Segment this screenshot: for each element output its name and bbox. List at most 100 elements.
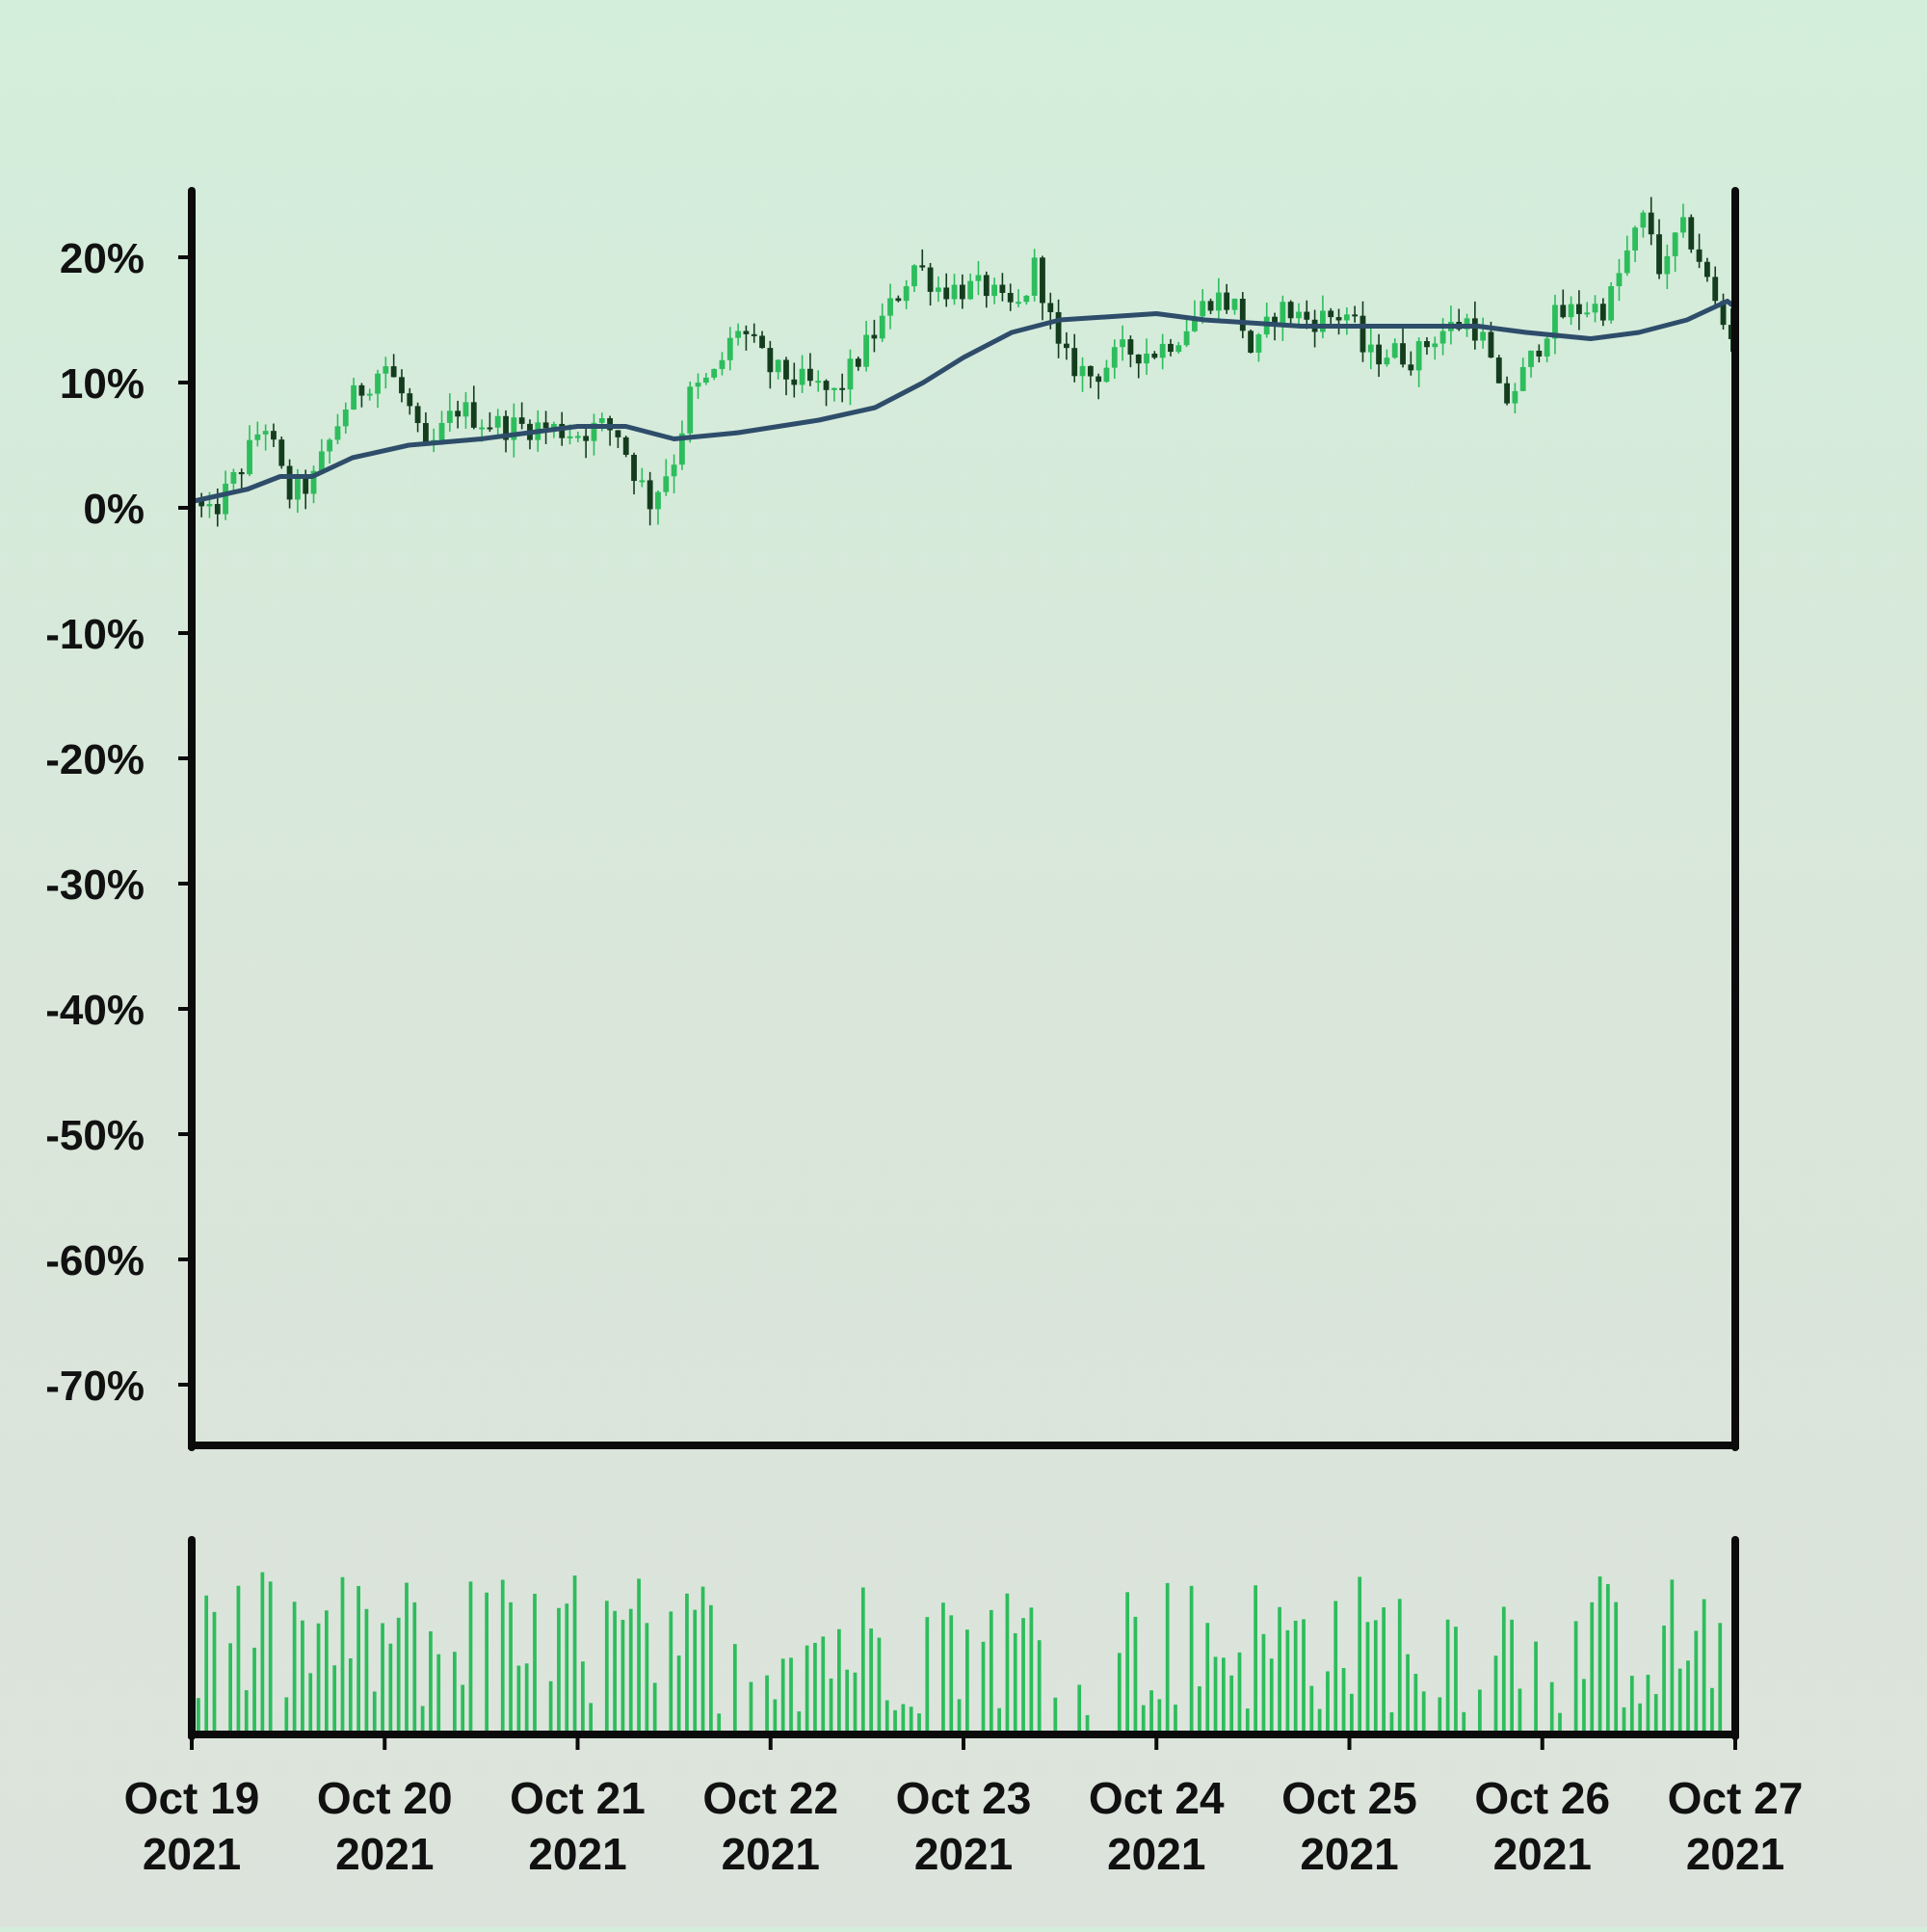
- candle-body: [1672, 232, 1678, 256]
- candle-body: [735, 331, 742, 338]
- volume-bar: [1406, 1654, 1410, 1734]
- volume-bar: [1549, 1681, 1554, 1734]
- candle-body: [1352, 314, 1359, 317]
- candle-body: [1575, 304, 1582, 314]
- x-tick-label: Oct 19 2021: [124, 1773, 260, 1879]
- volume-bar: [604, 1601, 609, 1734]
- candle-body: [327, 439, 333, 452]
- candle-body: [783, 359, 789, 380]
- volume-bar: [917, 1713, 921, 1734]
- candle-body: [1728, 325, 1734, 339]
- candle-body: [278, 439, 285, 466]
- y-tick-label: -10%: [45, 611, 145, 658]
- volume-bar: [348, 1658, 353, 1734]
- candle-body: [1304, 311, 1310, 320]
- volume-bar: [1597, 1576, 1602, 1734]
- candle-body: [1007, 292, 1014, 303]
- candle-body: [1272, 316, 1278, 325]
- candle-body: [1111, 347, 1118, 368]
- candle-body: [815, 381, 822, 384]
- volume-bar: [837, 1628, 841, 1734]
- volume-bar: [732, 1644, 737, 1734]
- volume-bar: [1117, 1653, 1122, 1734]
- volume-bar: [381, 1623, 384, 1734]
- candle-body: [1023, 295, 1030, 303]
- candle-body: [1688, 217, 1695, 250]
- volume-bar: [1454, 1627, 1458, 1734]
- volume-bar: [356, 1585, 360, 1734]
- volume-bar: [1638, 1703, 1642, 1734]
- volume-bar: [676, 1655, 681, 1734]
- volume-bar: [1365, 1622, 1370, 1734]
- candle-body: [895, 298, 902, 302]
- candle-body: [1432, 343, 1439, 348]
- moving-average-series: [189, 299, 1738, 504]
- candle-body: [975, 275, 982, 281]
- volume-bar: [1254, 1585, 1257, 1734]
- candle-body: [1103, 367, 1110, 383]
- candle-body: [462, 402, 469, 417]
- candle-body: [839, 387, 846, 390]
- candle-body: [1055, 311, 1062, 344]
- candle-body: [687, 386, 694, 434]
- volume-bar: [717, 1713, 722, 1734]
- volume-bar: [1285, 1629, 1290, 1734]
- volume-bar: [1438, 1697, 1442, 1734]
- y-tick-label: -60%: [45, 1237, 145, 1284]
- volume-bar: [1558, 1712, 1562, 1734]
- volume-bar: [1710, 1687, 1714, 1734]
- candle-body: [678, 433, 685, 465]
- candle-body: [767, 348, 774, 373]
- candle-body: [1095, 376, 1102, 383]
- candle-body: [1488, 331, 1494, 358]
- candle-body: [262, 431, 269, 435]
- candle-body: [214, 504, 221, 515]
- volume-bar: [1326, 1671, 1330, 1734]
- candle-body: [518, 417, 525, 424]
- volume-bar: [260, 1572, 265, 1734]
- volume-bar: [1413, 1674, 1418, 1734]
- volume-bar: [1341, 1668, 1346, 1734]
- candle-body: [294, 477, 301, 500]
- volume-bar: [533, 1593, 537, 1734]
- volume-bar: [1141, 1705, 1146, 1734]
- candle-body: [1144, 353, 1149, 364]
- candle-body: [1584, 312, 1591, 315]
- candle-body: [198, 498, 205, 507]
- candle-body: [1215, 292, 1222, 311]
- volume-bar: [845, 1669, 850, 1734]
- volume-bar: [860, 1587, 865, 1734]
- candle-body: [806, 368, 813, 382]
- candle-body: [1151, 353, 1158, 358]
- volume-bar: [308, 1673, 313, 1734]
- volume-bar: [244, 1690, 249, 1734]
- volume-bar: [301, 1620, 304, 1734]
- candle-body: [1280, 302, 1286, 325]
- candle-body: [271, 431, 277, 440]
- volume-bar: [1622, 1707, 1626, 1734]
- volume-bar: [1493, 1655, 1498, 1734]
- volume-bar: [1157, 1699, 1162, 1734]
- y-tick-label: 20%: [60, 235, 145, 282]
- candle-body: [1376, 344, 1383, 365]
- volume-bar: [316, 1623, 321, 1734]
- candle-body: [1063, 343, 1069, 349]
- volume-bar: [821, 1636, 826, 1734]
- candle-body: [791, 379, 798, 385]
- candle-body: [1040, 257, 1045, 304]
- candle-body: [399, 377, 405, 394]
- candle-body: [1367, 344, 1374, 353]
- volume-bar: [1518, 1688, 1522, 1734]
- candle-body: [1599, 304, 1606, 321]
- candle-body: [550, 423, 557, 429]
- candle-body: [230, 471, 237, 484]
- candle-body: [871, 334, 878, 339]
- volume-bar: [829, 1678, 833, 1734]
- candle-body: [567, 436, 573, 438]
- candle-body: [1296, 311, 1302, 319]
- volume-bar: [709, 1604, 713, 1734]
- candle-body: [1343, 314, 1350, 321]
- volume-bar: [1373, 1620, 1378, 1734]
- candle-body: [847, 358, 854, 390]
